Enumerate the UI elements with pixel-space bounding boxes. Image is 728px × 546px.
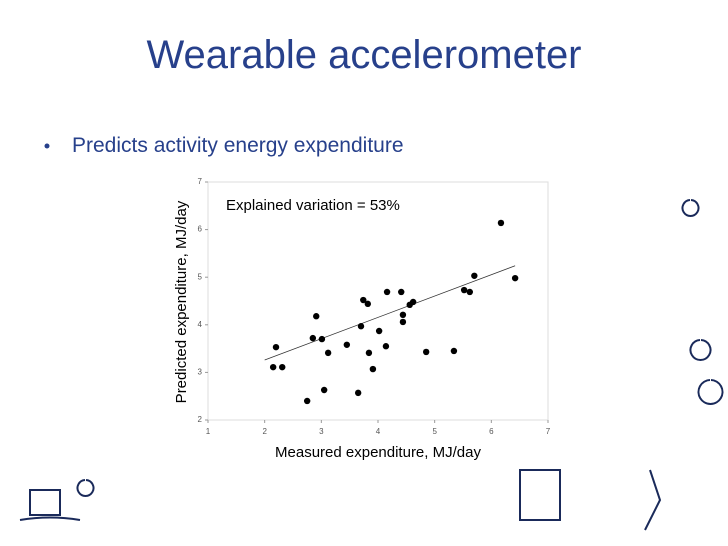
doodle xyxy=(19,479,95,521)
point xyxy=(471,272,478,279)
point xyxy=(343,341,351,348)
point xyxy=(272,343,280,351)
doodle xyxy=(519,199,724,531)
y-tick-label: 3 xyxy=(198,368,203,377)
y-tick-label: 6 xyxy=(198,225,203,234)
trend-line xyxy=(264,265,516,361)
point xyxy=(375,327,383,335)
point xyxy=(324,349,332,357)
point xyxy=(318,335,326,343)
point xyxy=(382,343,390,350)
point xyxy=(320,386,328,394)
y-tick-label: 2 xyxy=(198,415,203,424)
point xyxy=(460,286,468,294)
x-tick-label: 5 xyxy=(432,427,437,436)
x-tick-label: 2 xyxy=(262,427,267,436)
x-tick-label: 7 xyxy=(546,427,551,436)
decoration xyxy=(19,199,724,531)
x-axis-label: Measured expenditure, MJ/day xyxy=(275,444,481,461)
point xyxy=(422,348,430,356)
point xyxy=(497,219,505,227)
y-tick-label: 5 xyxy=(198,272,203,281)
point xyxy=(511,274,519,282)
point xyxy=(398,288,405,296)
point xyxy=(357,323,365,330)
x-tick-label: 1 xyxy=(206,427,211,436)
point xyxy=(399,318,407,326)
point xyxy=(269,363,277,371)
point xyxy=(365,349,373,357)
point xyxy=(309,334,317,342)
point xyxy=(364,300,371,308)
point xyxy=(409,298,417,306)
y-axis-label: Predicted expenditure, MJ/day xyxy=(173,200,190,403)
annotation: Explained variation = 53% xyxy=(226,197,400,214)
point xyxy=(303,397,311,405)
y-tick-label: 7 xyxy=(198,177,203,186)
x-tick-label: 4 xyxy=(376,427,381,436)
y-tick-label: 4 xyxy=(198,320,203,329)
point xyxy=(313,313,320,320)
x-tick-label: 6 xyxy=(489,427,494,436)
x-tick-label: 3 xyxy=(319,427,324,436)
bullet-text: Predicts activity energy expenditure xyxy=(72,134,404,157)
point xyxy=(383,288,391,296)
point xyxy=(450,347,458,355)
point xyxy=(354,389,362,397)
plot-frame xyxy=(207,181,549,421)
slide-title: Wearable accelerometer xyxy=(146,33,581,77)
point xyxy=(399,311,407,319)
bullet-dot xyxy=(44,143,50,149)
point xyxy=(279,363,286,371)
point xyxy=(360,296,367,304)
point xyxy=(369,365,377,373)
point xyxy=(466,288,473,296)
